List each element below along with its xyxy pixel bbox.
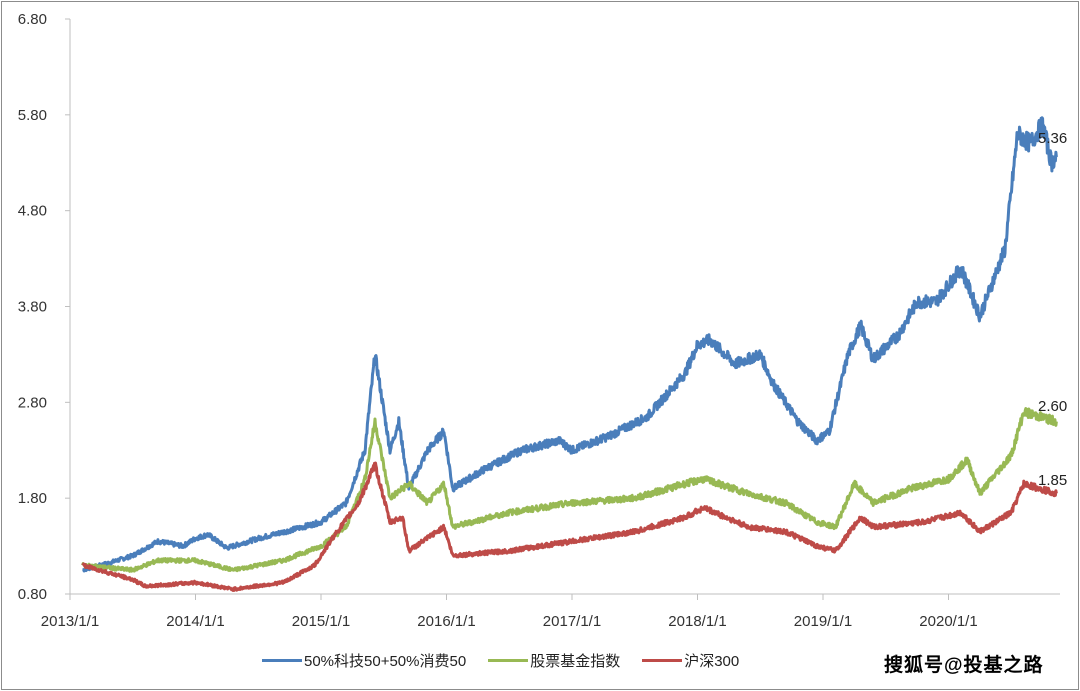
watermark: 搜狐号@投基之路 xyxy=(884,655,1044,676)
y-tick-label: 6.80 xyxy=(18,11,47,28)
y-tick-label: 1.80 xyxy=(18,490,47,507)
legend-label: 50%科技50+50%消费50 xyxy=(304,653,467,670)
x-tick-label: 2015/1/1 xyxy=(292,613,350,630)
y-tick-label: 0.80 xyxy=(18,586,47,603)
series-line-1 xyxy=(81,407,1058,573)
y-tick-label: 2.80 xyxy=(18,394,47,411)
x-tick-label: 2019/1/1 xyxy=(794,613,852,630)
legend-item: 股票基金指数 xyxy=(488,650,620,671)
legend-swatch xyxy=(488,659,529,662)
legend-swatch xyxy=(262,659,302,662)
end-value-label: 2.60 xyxy=(1038,398,1067,415)
series-line-0 xyxy=(81,116,1058,573)
legend-item: 50%科技50+50%消费50 xyxy=(262,650,466,671)
legend: 50%科技50+50%消费50 股票基金指数 沪深300 xyxy=(262,650,761,671)
x-tick-label: 2016/1/1 xyxy=(417,613,475,630)
x-tick-label: 2017/1/1 xyxy=(543,613,601,630)
y-tick-label: 4.80 xyxy=(18,203,47,220)
end-value-label: 1.85 xyxy=(1038,472,1067,489)
legend-label: 股票基金指数 xyxy=(530,653,621,670)
y-tick-label: 5.80 xyxy=(18,107,47,124)
x-tick-label: 2013/1/1 xyxy=(41,613,99,630)
x-tick-label: 2014/1/1 xyxy=(166,613,224,630)
legend-swatch xyxy=(642,659,683,662)
x-tick-label: 2020/1/1 xyxy=(919,613,977,630)
series-line-2 xyxy=(81,461,1058,592)
x-tick-label: 2018/1/1 xyxy=(668,613,726,630)
legend-label: 沪深300 xyxy=(684,653,740,670)
end-value-label: 5.36 xyxy=(1038,130,1067,147)
y-tick-label: 3.80 xyxy=(18,299,47,316)
legend-item: 沪深300 xyxy=(642,650,739,671)
